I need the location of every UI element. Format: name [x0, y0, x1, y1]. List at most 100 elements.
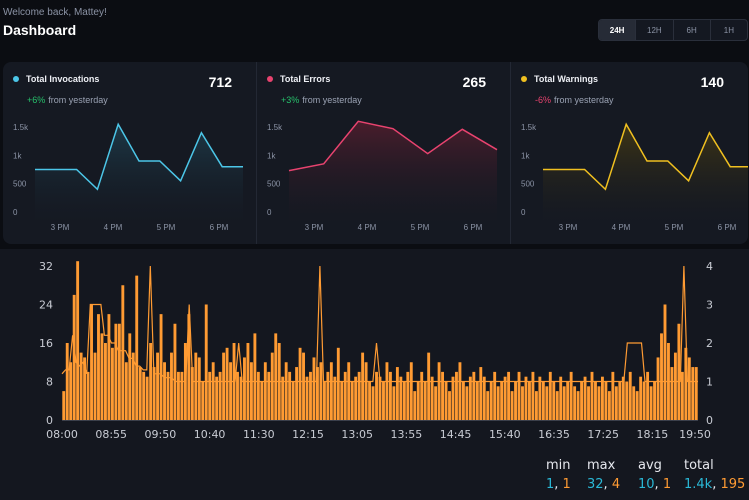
invocations-sparkline: 1.5k 1k 500 0 3 PM 4 PM 5 PM 6 PM: [13, 122, 243, 232]
card-delta: +3% from yesterday: [281, 95, 362, 105]
bar: [382, 381, 385, 420]
bar: [642, 381, 646, 420]
bar: [208, 371, 212, 421]
bar: [420, 371, 424, 421]
warnings-sparkline: 1.5k 1k 500 0 3 PM 4 PM 5 PM 6 PM: [521, 122, 748, 232]
bar: [176, 371, 180, 421]
legend-value-a: 1.4k: [684, 477, 713, 492]
bar: [316, 367, 319, 420]
bar: [673, 352, 677, 421]
bar: [86, 371, 90, 421]
bar: [444, 381, 448, 420]
series-line: [61, 265, 698, 383]
bar: [635, 391, 639, 421]
bar: [256, 371, 260, 421]
card-label: Total Errors: [280, 74, 331, 84]
bar: [93, 352, 97, 421]
bar: [587, 386, 590, 420]
y-tick-label: 500: [521, 180, 535, 189]
card-total-warnings[interactable]: Total Warnings 140 -6% from yesterday 1.5…: [511, 62, 748, 244]
card-delta: -6% from yesterday: [535, 95, 614, 105]
x-tick-label: 10:40: [194, 428, 226, 441]
y-right-tick-label: 0: [706, 414, 713, 427]
x-tick-label: 17:25: [587, 428, 619, 441]
timeseries-panel: 32 24 16 8 0 4 3 2 1 0 08:00 08:55 09:50 10:40 11:30 12…: [0, 249, 749, 500]
bar: [375, 371, 378, 421]
delta-suffix: from yesterday: [302, 95, 362, 105]
bar: [594, 381, 597, 420]
x-tick-label: 11:30: [243, 428, 275, 441]
bar: [163, 362, 166, 420]
bar: [329, 362, 333, 420]
bar: [597, 386, 601, 420]
y-tick-label: 1k: [521, 151, 530, 160]
x-tick-label: 08:55: [95, 428, 127, 441]
bar: [694, 367, 698, 420]
range-24h-button[interactable]: 24H: [599, 20, 637, 40]
series-dot: [267, 76, 273, 82]
welcome-text: Welcome back, Mattey!: [3, 7, 107, 18]
bar: [455, 371, 458, 421]
range-6h-button[interactable]: 6H: [674, 20, 711, 40]
bar: [611, 371, 615, 421]
bar: [639, 376, 643, 420]
bar: [461, 381, 465, 420]
bar: [215, 376, 219, 420]
bar: [142, 371, 146, 421]
legend-value-a: 32: [587, 477, 604, 492]
legend-header: max: [587, 458, 616, 473]
bar: [62, 391, 66, 421]
bar: [90, 304, 93, 420]
delta-suffix: from yesterday: [48, 95, 108, 105]
bar: [534, 391, 538, 421]
x-tick-label: 12:15: [292, 428, 324, 441]
bar: [653, 381, 656, 420]
bar: [124, 362, 128, 420]
bar: [295, 367, 299, 420]
x-tick-label: 16:35: [538, 428, 570, 441]
bar: [131, 352, 135, 421]
bar: [660, 333, 663, 421]
bar: [555, 391, 559, 421]
bar: [76, 261, 80, 420]
legend-value-b: 4: [611, 477, 621, 492]
bar: [548, 371, 552, 421]
bar: [472, 371, 476, 421]
series-dot: [521, 76, 527, 82]
range-12h-button[interactable]: 12H: [636, 20, 674, 40]
bar: [573, 386, 577, 420]
legend-value: 32, 4: [587, 477, 621, 492]
series-line: [288, 120, 498, 172]
bar: [541, 381, 545, 420]
x-tick-label: 3 PM: [51, 223, 70, 232]
bar: [204, 304, 208, 420]
card-total-errors[interactable]: Total Errors 265 +3% from yesterday 1.5k 1…: [257, 62, 511, 244]
bar: [128, 333, 132, 421]
bar: [402, 381, 406, 420]
bar: [493, 371, 497, 421]
bar: [583, 376, 587, 420]
x-tick-label: 18:15: [637, 428, 669, 441]
delta-percent: +3%: [281, 95, 300, 105]
bar: [691, 367, 695, 420]
time-range-selector: 24H 12H 6H 1H: [598, 19, 748, 41]
bar: [677, 323, 681, 420]
bar: [225, 347, 229, 420]
bar: [562, 386, 566, 420]
bar: [229, 362, 232, 420]
bar: [211, 362, 215, 420]
card-total-invocations[interactable]: Total Invocations 712 +6% from yesterday …: [3, 62, 257, 244]
bar: [72, 294, 76, 421]
bar: [392, 386, 396, 420]
bar: [361, 352, 365, 421]
bar: [218, 371, 222, 421]
y-tick-label: 1k: [267, 151, 276, 160]
y-tick-label: 0: [521, 208, 526, 217]
x-tick-label: 08:00: [46, 428, 78, 441]
bar: [607, 391, 611, 421]
legend-total: total 1.4k, 195: [684, 458, 745, 492]
bar: [100, 333, 104, 421]
bar: [656, 357, 660, 420]
range-1h-button[interactable]: 1H: [723, 25, 734, 35]
bar: [517, 371, 521, 421]
